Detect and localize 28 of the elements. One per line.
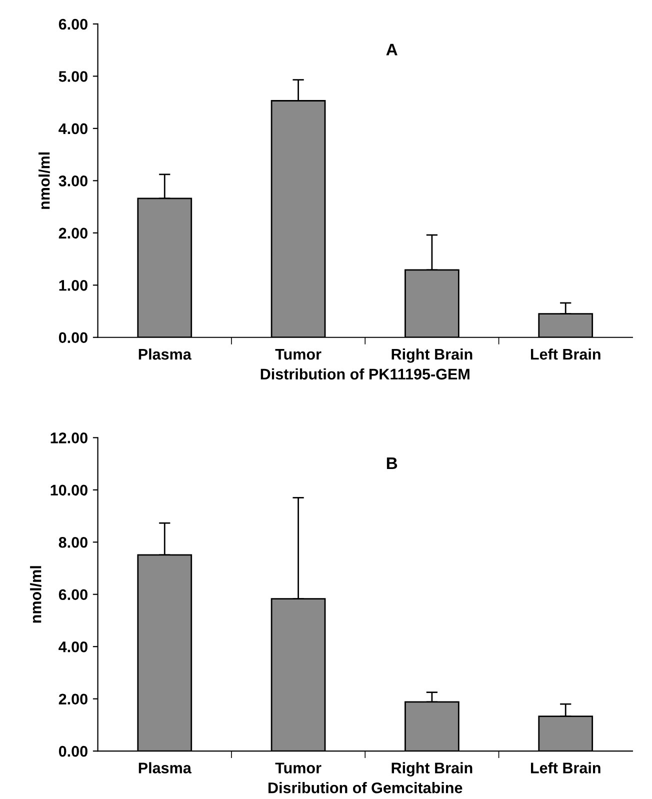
- y-axis-title: nmol/ml: [30, 566, 42, 623]
- annotation: B: [386, 458, 398, 469]
- y-tick-label: 1.00: [59, 280, 88, 291]
- x-tick-label: Right Brain: [392, 762, 472, 776]
- x-tick-label: Tumor: [275, 349, 322, 360]
- y-tick-label: 6.00: [58, 18, 88, 30]
- annotation: A: [386, 44, 398, 56]
- x-tick-label: Left Brain: [530, 348, 600, 360]
- y-tick-label: 2.00: [58, 694, 88, 705]
- y-tick-label: 8.00: [58, 536, 88, 548]
- y-tick-label: 12.00: [50, 432, 88, 444]
- y-tick-label: 2.00: [58, 228, 88, 239]
- y-tick-label: 4.00: [58, 641, 88, 652]
- x-axis-title: Disribution of Gemcitabine: [268, 782, 462, 794]
- y-tick-label: 5.00: [58, 71, 88, 82]
- x-tick-label: Plasma: [138, 762, 192, 774]
- x-axis-title: Distribution of PK11195-GEM: [260, 368, 470, 380]
- x-tick-label: Left Brain: [530, 762, 600, 774]
- x-tick-label: Tumor: [275, 762, 322, 774]
- y-tick-label: 0.00: [58, 746, 88, 757]
- y-tick-label: 6.00: [58, 589, 88, 600]
- y-tick-label: 10.00: [50, 484, 88, 496]
- y-tick-label: 4.00: [58, 123, 88, 134]
- y-tick-label: 3.00: [58, 176, 88, 186]
- x-tick-label: Right Brain: [392, 348, 472, 363]
- y-tick-label: 0.00: [58, 332, 88, 344]
- y-axis-title: nmol/ml: [38, 152, 50, 209]
- x-tick-label: Plasma: [138, 348, 192, 360]
